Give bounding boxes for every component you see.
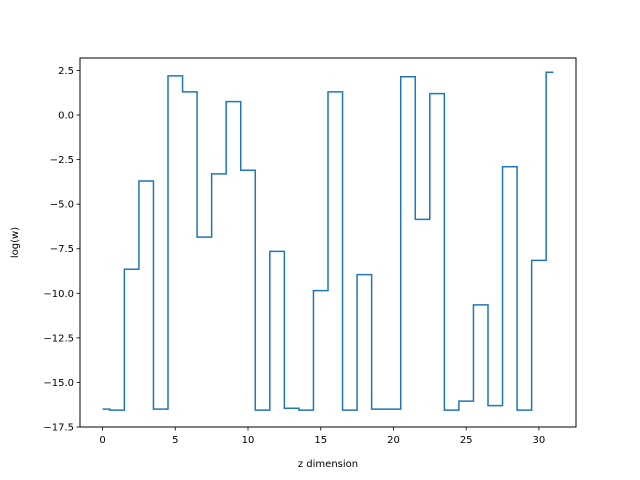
plot-area [102, 71, 554, 411]
y-axis-label: log(w) [10, 227, 21, 258]
x-tick-label: 0 [99, 435, 105, 446]
y-tick-label: −7.5 [50, 244, 74, 255]
y-tick-label: 2.5 [58, 66, 74, 77]
x-tick-label: 15 [314, 435, 327, 446]
y-tick-label: 0.0 [58, 111, 74, 122]
series-line [102, 71, 554, 411]
x-tick-label: 20 [387, 435, 400, 446]
x-tick-label: 5 [172, 435, 178, 446]
y-tick-label: −10.0 [43, 289, 74, 300]
y-tick-label: −2.5 [50, 155, 74, 166]
x-tick-label: 25 [460, 435, 473, 446]
x-axis-label: z dimension [298, 459, 358, 470]
y-tick-label: −5.0 [50, 200, 74, 211]
axes-frame [79, 57, 577, 428]
y-tick-label: −12.5 [43, 333, 74, 344]
y-tick-label: −15.0 [43, 378, 74, 389]
y-tick-label: −17.5 [43, 423, 74, 434]
x-tick-label: 10 [242, 435, 255, 446]
y-axis: 2.5 0.0 −2.5 −5.0 −7.5 −10.0 −12.5 −15.0 −17.5 [43, 66, 80, 434]
x-tick-label: 30 [533, 435, 546, 446]
x-axis: 0 5 10 15 20 25 30 [99, 427, 545, 446]
